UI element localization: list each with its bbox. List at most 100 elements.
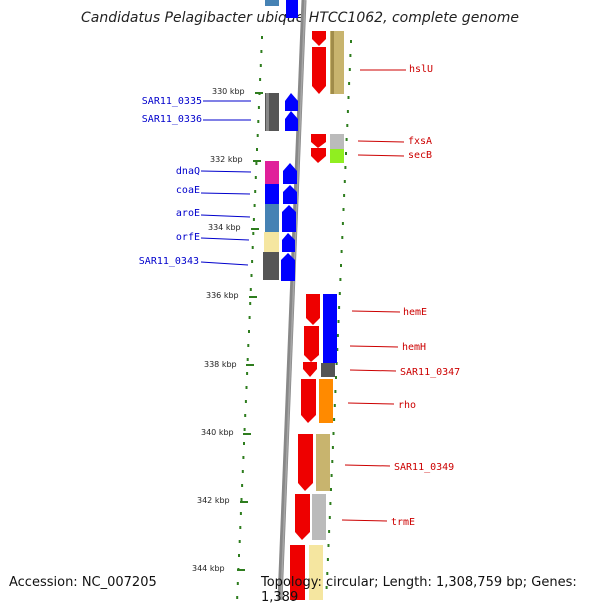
scale-dot xyxy=(243,428,246,431)
scale-dot xyxy=(254,176,257,179)
gene-label-left: SAR11_0335 xyxy=(142,96,202,107)
gene-label-right: secB xyxy=(408,150,432,161)
gene-block xyxy=(321,363,335,377)
scale-dot xyxy=(238,554,240,557)
gene-block xyxy=(265,184,279,204)
right-labels: hslU fxsA secB hemE hemH SAR11_0347 rho … xyxy=(341,64,460,528)
scale-dot xyxy=(253,204,256,207)
gene-label-left: SAR11_0336 xyxy=(142,114,202,125)
track-dot xyxy=(327,544,330,547)
scale-dot xyxy=(261,36,263,39)
scale-dot xyxy=(241,484,244,487)
scale-dot xyxy=(243,442,245,445)
scale-ticks: 330 kbp 332 kbp 334 kbp 336 kbp 338 kbp … xyxy=(192,87,263,573)
track-dot xyxy=(347,96,350,99)
tick-label: 338 kbp xyxy=(204,360,237,369)
track-dot xyxy=(337,320,340,323)
gene-label-right: hslU xyxy=(409,64,433,75)
scale-dot xyxy=(249,302,252,305)
scale-dot xyxy=(244,414,247,417)
scale-dot xyxy=(240,498,243,501)
gene-block xyxy=(312,494,326,540)
gene-label-right: SAR11_0347 xyxy=(400,367,460,378)
left-labels: SAR11_0335 SAR11_0336 dnaQ coaE aroE orf… xyxy=(139,96,252,267)
tick-label: 334 kbp xyxy=(208,223,241,232)
scale-dot xyxy=(242,456,245,459)
gene-arrow xyxy=(301,379,316,423)
track-dot xyxy=(331,460,334,463)
track-dot xyxy=(333,404,336,407)
gene-label-right: hemE xyxy=(403,307,427,318)
scale-dot xyxy=(246,358,249,361)
scale-dot xyxy=(248,316,251,319)
gene-arrow xyxy=(312,47,326,94)
tick-label: 344 kbp xyxy=(192,564,225,573)
track-dot xyxy=(335,376,337,379)
gene-label-right: SAR11_0349 xyxy=(394,462,454,473)
track-dot xyxy=(336,334,339,337)
scale-dot xyxy=(251,246,254,249)
scale-dot xyxy=(251,260,254,263)
track-dot xyxy=(329,502,332,505)
scale-dot xyxy=(260,50,263,53)
track-dot xyxy=(344,166,347,169)
track-dot xyxy=(350,40,352,43)
track-dot xyxy=(348,82,351,85)
right-track-dots xyxy=(325,40,352,589)
gene-label-left: orfE xyxy=(176,232,200,243)
track-dot xyxy=(343,194,346,197)
gene-label-right: trmE xyxy=(391,517,415,528)
track-dot xyxy=(348,68,351,71)
track-dot xyxy=(326,572,329,575)
gene-arrow xyxy=(283,185,297,204)
track-dot xyxy=(331,446,334,449)
track-dot xyxy=(340,264,342,267)
gene-arrow xyxy=(304,326,319,362)
track-dot xyxy=(328,530,331,533)
gene-arrow xyxy=(290,545,305,600)
track-dot xyxy=(338,292,341,295)
track-dot xyxy=(335,362,338,365)
track-dot xyxy=(346,124,349,127)
gene-block xyxy=(265,161,279,184)
track-dot xyxy=(332,432,335,435)
gene-label-left: aroE xyxy=(176,208,200,219)
gene-block xyxy=(319,379,333,423)
track-dot xyxy=(339,278,342,281)
track-dot xyxy=(334,390,337,393)
left-gene-blocks xyxy=(263,93,298,281)
track-dot xyxy=(345,152,347,155)
gene-arrow xyxy=(282,205,296,232)
map-title: Candidatus Pelagibacter ubique HTCC1062,… xyxy=(80,10,519,26)
track-dot xyxy=(330,474,333,477)
scale-dot xyxy=(252,218,255,221)
scale-dot xyxy=(250,274,253,277)
scale-dot xyxy=(257,120,260,123)
track-dot xyxy=(330,488,332,491)
scale-dot xyxy=(239,526,242,529)
track-dot xyxy=(345,138,348,141)
scale-dot xyxy=(254,190,257,193)
scale-dot xyxy=(249,288,252,291)
scale-dot xyxy=(246,372,249,375)
gene-arrow xyxy=(295,494,310,540)
gene-arrow xyxy=(312,31,326,46)
topology-summary: Topology: circular; Length: 1,308,759 bp… xyxy=(261,575,577,605)
gene-arrow xyxy=(285,111,298,131)
track-dot xyxy=(328,516,331,519)
track-dot xyxy=(340,250,343,253)
scale-dot xyxy=(252,232,255,235)
scale-dot xyxy=(259,64,262,67)
scale-dot xyxy=(259,78,262,81)
track-dot xyxy=(338,306,341,309)
scale-dot xyxy=(256,148,258,151)
scale-dot xyxy=(245,386,248,389)
scale-dot xyxy=(244,400,247,403)
gene-block xyxy=(330,149,344,163)
track-dot xyxy=(343,180,346,183)
gene-block xyxy=(264,232,279,252)
track-dot xyxy=(333,418,336,421)
gene-label-right: fxsA xyxy=(408,136,432,147)
scale-dot xyxy=(257,106,260,109)
right-gene-blocks xyxy=(290,31,344,600)
